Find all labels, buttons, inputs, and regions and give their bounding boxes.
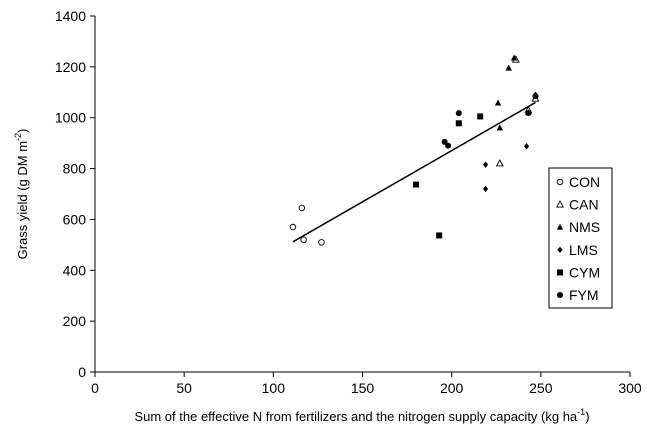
point-con xyxy=(318,239,325,246)
x-ticks: 0 50 100 150 200 250 300 xyxy=(91,372,642,396)
x-tick-label: 150 xyxy=(351,380,375,396)
x-axis-title: Sum of the effective N from fertilizers … xyxy=(134,407,589,424)
y-tick-label: 0 xyxy=(78,364,86,380)
legend-marker-can xyxy=(556,200,564,208)
legend-label-cym: CYM xyxy=(569,264,600,280)
point-cym xyxy=(455,120,462,127)
point-can xyxy=(495,159,504,167)
y-axis-title: Grass yield (g DM m-2) xyxy=(13,129,30,260)
point-cym xyxy=(413,181,419,188)
y-tick-label: 1200 xyxy=(55,59,86,75)
point-nms xyxy=(505,64,512,71)
point-cym xyxy=(436,232,443,239)
legend-label-can: CAN xyxy=(569,197,599,213)
point-lms xyxy=(482,161,489,168)
point-con xyxy=(300,236,307,244)
trendline xyxy=(292,101,536,243)
y-tick-label: 1400 xyxy=(55,8,86,24)
x-tick-label: 300 xyxy=(618,380,642,396)
data-points xyxy=(289,54,540,246)
point-con xyxy=(289,223,297,231)
point-fym xyxy=(525,110,532,117)
legend: CON CAN NMS LMS CYM FYM xyxy=(548,167,613,309)
point-fym xyxy=(441,138,448,145)
point-nms xyxy=(494,99,502,106)
trendline-group xyxy=(292,101,536,243)
y-tick-label: 200 xyxy=(63,313,87,329)
legend-label-con: CON xyxy=(569,174,600,190)
point-con xyxy=(298,204,306,212)
y-tick-label: 800 xyxy=(63,161,87,177)
x-tick-label: 0 xyxy=(91,380,99,396)
point-nms xyxy=(496,124,504,131)
point-lms xyxy=(523,142,530,150)
x-tick-label: 200 xyxy=(440,380,464,396)
x-tick-label: 100 xyxy=(262,380,286,396)
point-fym xyxy=(532,93,539,100)
y-ticks: 0 200 400 600 800 1000 1200 1400 xyxy=(55,8,95,380)
y-tick-label: 1000 xyxy=(55,110,86,126)
legend-label-fym: FYM xyxy=(569,287,599,303)
legend-box xyxy=(548,167,613,309)
y-tick-label: 400 xyxy=(63,262,87,278)
legend-label-nms: NMS xyxy=(569,219,600,235)
legend-marker-nms xyxy=(556,223,564,230)
point-nms xyxy=(510,54,518,61)
legend-items: CON CAN NMS LMS CYM FYM xyxy=(556,174,600,303)
point-fym xyxy=(455,110,462,117)
legend-marker-cym xyxy=(557,269,563,276)
legend-marker-lms xyxy=(557,246,563,253)
x-tick-label: 250 xyxy=(529,380,553,396)
y-tick-label: 600 xyxy=(63,211,87,227)
legend-marker-fym xyxy=(557,292,563,298)
x-tick-label: 50 xyxy=(176,380,192,396)
legend-label-lms: LMS xyxy=(569,242,598,258)
point-lms xyxy=(482,185,489,193)
point-cym xyxy=(477,113,484,120)
point-fym xyxy=(445,142,452,149)
legend-marker-con xyxy=(556,178,564,186)
